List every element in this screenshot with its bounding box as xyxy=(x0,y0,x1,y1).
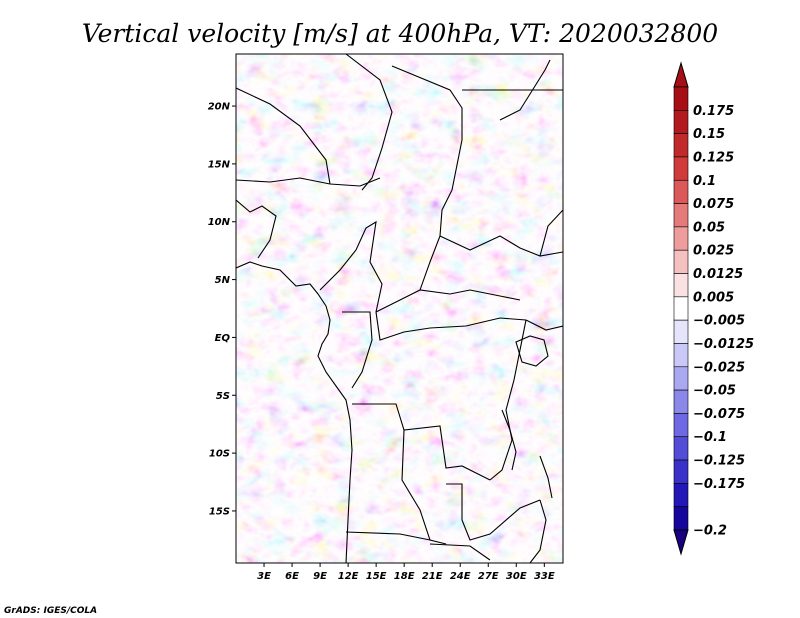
border-car xyxy=(375,289,521,313)
colorbar-segment xyxy=(673,319,689,344)
colorbar-segment xyxy=(673,436,689,461)
x-tick-label: 9E xyxy=(313,571,327,582)
colorbar: 0.175 0.15 0.125 0.1 0.075 0.05 0.025 0.0125 0.0… xyxy=(673,61,754,556)
y-tick-label: 20N xyxy=(208,102,231,113)
colorbar-segment xyxy=(673,110,689,134)
colorbar-label: −0.125 xyxy=(693,454,745,469)
y-tick-label: 10S xyxy=(209,449,230,460)
x-tick-label: 15E xyxy=(366,571,387,582)
colorbar-label: 0.175 xyxy=(693,104,734,119)
map-panel xyxy=(235,53,564,564)
colorbar-segment xyxy=(673,273,689,298)
border-namibia xyxy=(345,531,431,541)
y-tick-label: 15S xyxy=(209,506,230,517)
x-axis: 3E 6E 9E 12E 15E 18E 21E 24E 27E 30E 33E xyxy=(257,563,555,582)
colorbar-label: 0.05 xyxy=(693,220,725,235)
border-drc-angola xyxy=(352,403,491,481)
colorbar-segment xyxy=(673,133,689,158)
x-tick-label: 6E xyxy=(285,571,299,582)
x-tick-label: 33E xyxy=(534,571,555,582)
country-borders xyxy=(236,54,563,563)
border-west-africa xyxy=(236,199,277,259)
border-mali-algeria xyxy=(236,87,331,185)
y-tick-label: 5S xyxy=(216,391,230,402)
x-tick-label: 12E xyxy=(338,571,359,582)
colorbar-segment xyxy=(673,249,689,274)
y-tick-label: EQ xyxy=(215,333,231,344)
x-tick-label: 21E xyxy=(422,571,443,582)
y-tick-label: 5N xyxy=(215,275,231,286)
lake-tanganyika xyxy=(501,409,517,471)
border-angola-zambia xyxy=(401,429,447,545)
border-niger-chad xyxy=(236,177,381,187)
border-algeria-libya xyxy=(345,54,393,191)
lake-victoria xyxy=(515,335,549,367)
x-tick-label: 3E xyxy=(257,571,271,582)
y-tick-label: 10N xyxy=(208,217,231,228)
x-tick-label: 18E xyxy=(394,571,415,582)
colorbar-segment xyxy=(673,203,689,228)
colorbar-segment xyxy=(673,483,689,507)
colorbar-label: −0.0125 xyxy=(693,337,754,352)
colorbar-segment xyxy=(673,413,689,438)
colorbar-label: 0.1 xyxy=(693,174,716,189)
lake-malawi xyxy=(539,455,553,499)
colorbar-segment xyxy=(673,366,689,391)
border-sudan-south-sudan xyxy=(439,235,563,257)
border-drc-east xyxy=(489,319,527,481)
colorbar-segment xyxy=(673,296,689,321)
colorbar-segment xyxy=(673,389,689,414)
coastline-west-africa xyxy=(236,261,353,563)
colorbar-segment xyxy=(673,156,689,181)
border-zambia xyxy=(446,483,541,541)
border-mozambique xyxy=(529,499,547,563)
colorbar-label: 0.005 xyxy=(693,290,734,305)
red-sea-coast xyxy=(499,59,551,121)
border-drc-north xyxy=(375,311,527,341)
border-tanzania xyxy=(525,319,563,331)
border-gabon-congo xyxy=(342,311,373,389)
colorbar-label: 0.125 xyxy=(693,150,734,165)
colorbar-segment xyxy=(673,343,689,368)
border-libya-sudan xyxy=(391,65,463,191)
colorbar-segment xyxy=(673,226,689,251)
border-nigeria-cameroon xyxy=(319,220,383,313)
colorbar-bottom-arrow xyxy=(673,529,689,556)
colorbar-label: 0.025 xyxy=(693,244,734,259)
x-tick-label: 24E xyxy=(450,571,471,582)
y-axis: 20N 15N 10N 5N EQ 5S 10S 15S xyxy=(208,102,236,517)
colorbar-label: −0.2 xyxy=(693,524,727,539)
chart-title: Vertical velocity [m/s] at 400hPa, VT: 2… xyxy=(82,19,718,48)
colorbar-segment xyxy=(673,459,689,484)
x-tick-label: 30E xyxy=(506,571,527,582)
colorbar-label: −0.075 xyxy=(693,407,745,422)
colorbar-segment xyxy=(673,506,689,531)
x-tick-label: 27E xyxy=(478,571,499,582)
colorbar-label: 0.075 xyxy=(693,197,734,212)
colorbar-segment xyxy=(673,86,689,111)
colorbar-segment xyxy=(673,179,689,204)
border-ethiopia xyxy=(539,209,563,257)
heatmap-texture xyxy=(236,54,563,563)
grads-credit: GrADS: IGES/COLA xyxy=(4,606,97,616)
border-zimbabwe xyxy=(429,543,491,561)
colorbar-label: 0.0125 xyxy=(693,267,743,282)
y-tick-label: 15N xyxy=(208,159,231,170)
colorbar-top-arrow xyxy=(673,61,689,88)
colorbar-label: −0.1 xyxy=(693,430,727,445)
colorbar-label: 0.15 xyxy=(693,127,725,142)
map-frame xyxy=(235,53,564,564)
colorbar-label: −0.175 xyxy=(693,477,745,492)
colorbar-label: −0.025 xyxy=(693,360,745,375)
colorbar-label: −0.05 xyxy=(693,384,736,399)
colorbar-label: −0.005 xyxy=(693,314,745,329)
